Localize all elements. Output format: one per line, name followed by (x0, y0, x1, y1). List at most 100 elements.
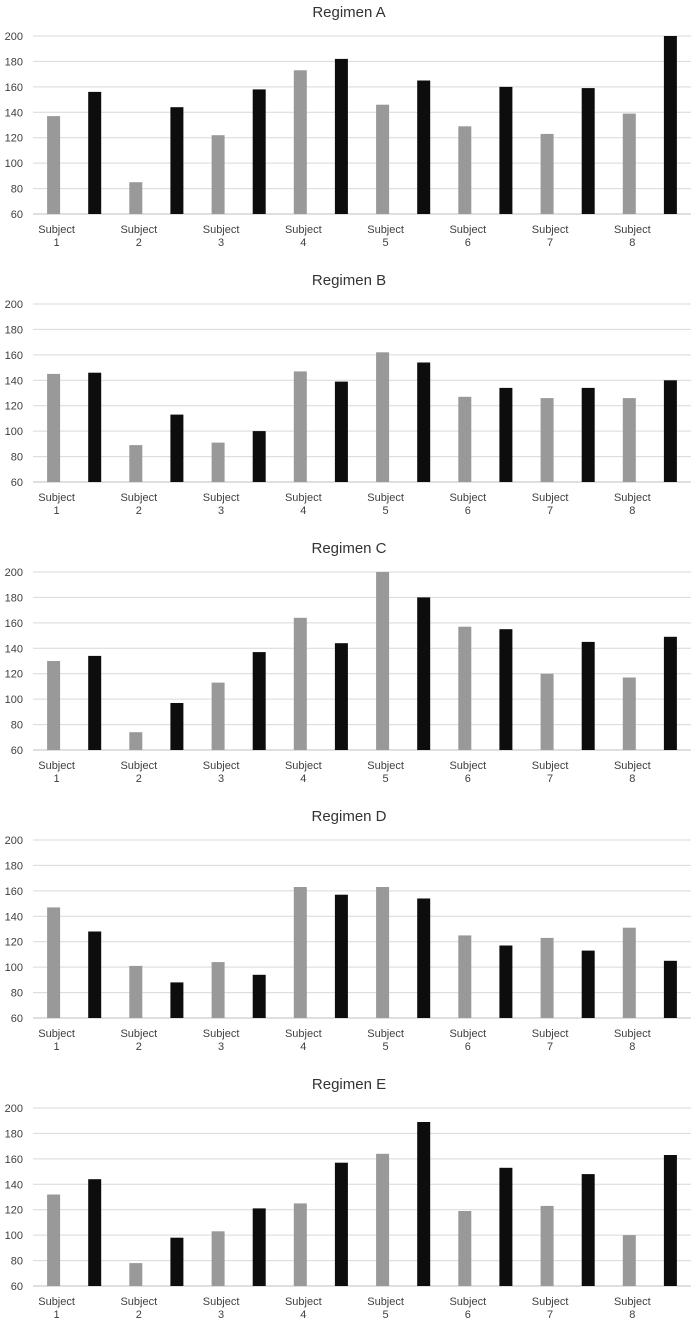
black-bar-subject-1 (88, 655, 102, 750)
chart-title: Regimen D (311, 808, 386, 825)
gray-bar-subject-3 (211, 682, 225, 750)
gray-bar-subject-6 (458, 935, 472, 1018)
gray-bar-subject-4 (293, 70, 307, 214)
black-bar-subject-4 (334, 643, 348, 750)
x-tick-label: Subject 3 (203, 1028, 240, 1053)
black-bar-subject-1 (88, 372, 102, 482)
gray-bar-subject-6 (458, 126, 472, 214)
x-tick-label: Subject 3 (203, 760, 240, 785)
x-tick-label: Subject 7 (532, 224, 569, 249)
chart-title: Regimen B (312, 272, 386, 289)
x-tick-label: Subject 2 (120, 492, 157, 517)
gray-bar-subject-3 (211, 135, 225, 214)
gray-bar-subject-1 (47, 116, 61, 214)
gray-bar-subject-1 (47, 373, 61, 482)
x-tick-label: Subject 8 (614, 224, 651, 249)
black-bar-subject-8 (663, 636, 677, 750)
gray-bar-subject-6 (458, 626, 472, 750)
y-tick-label: 180 (5, 324, 23, 336)
x-tick-label: Subject 4 (285, 224, 322, 249)
x-tick-label: Subject 2 (120, 760, 157, 785)
y-tick-label: 200 (5, 1103, 23, 1115)
y-tick-label: 120 (5, 401, 23, 413)
x-tick-label: Subject 4 (285, 1296, 322, 1321)
black-bar-subject-5 (417, 80, 431, 214)
black-bar-subject-6 (499, 945, 513, 1018)
x-tick-label: Subject 6 (449, 1296, 486, 1321)
gray-bar-subject-8 (622, 113, 636, 214)
x-tick-label: Subject 7 (532, 492, 569, 517)
gray-bar-subject-4 (293, 371, 307, 482)
x-tick-label: Subject 6 (449, 1028, 486, 1053)
gray-bar-subject-4 (293, 617, 307, 750)
black-bar-subject-6 (499, 1167, 513, 1286)
gray-bar-subject-7 (540, 673, 554, 750)
gray-bar-subject-6 (458, 396, 472, 482)
black-bar-subject-7 (581, 950, 595, 1018)
y-tick-label: 160 (5, 886, 23, 898)
chart-svg-3: Regimen C 60 80 100 120 140 160 180 200 Subject 1 S… (5, 540, 691, 785)
x-tick-label: Subject 2 (120, 224, 157, 249)
gray-bar-subject-2 (129, 445, 143, 482)
black-bar-subject-6 (499, 86, 513, 214)
x-tick-label: Subject 6 (449, 224, 486, 249)
gray-bar-subject-7 (540, 1205, 554, 1286)
black-bar-subject-6 (499, 387, 513, 482)
chart-svg-4: Regimen D 60 80 100 120 140 160 180 200 Subject 1 S… (5, 808, 691, 1053)
y-tick-label: 100 (5, 1230, 23, 1242)
y-tick-label: 80 (11, 720, 23, 732)
black-bar-subject-7 (581, 641, 595, 750)
black-bar-subject-4 (334, 894, 348, 1018)
x-tick-label: Subject 4 (285, 492, 322, 517)
x-tick-label: Subject 5 (367, 1296, 404, 1321)
black-bar-subject-7 (581, 387, 595, 482)
chart-panel-1: Regimen A 60 80 100 120 140 160 180 200 Subject 1 S… (0, 0, 698, 268)
x-tick-label: Subject 5 (367, 492, 404, 517)
x-tick-label: Subject 1 (38, 224, 75, 249)
black-bar-subject-5 (417, 898, 431, 1018)
black-bar-subject-5 (417, 362, 431, 482)
gray-bar-subject-5 (376, 1153, 390, 1286)
y-tick-label: 180 (5, 1128, 23, 1140)
y-tick-label: 120 (5, 669, 23, 681)
gray-bar-subject-2 (129, 1263, 143, 1286)
black-bar-subject-7 (581, 88, 595, 214)
x-tick-label: Subject 7 (532, 1028, 569, 1053)
black-bar-subject-3 (252, 974, 266, 1018)
black-bar-subject-4 (334, 58, 348, 215)
y-tick-label: 60 (11, 745, 23, 757)
gray-bar-subject-4 (293, 1203, 307, 1286)
gray-bar-subject-8 (622, 398, 636, 482)
y-tick-label: 80 (11, 1256, 23, 1268)
gray-bar-subject-1 (47, 661, 61, 750)
y-tick-label: 200 (5, 835, 23, 847)
x-tick-label: Subject 7 (532, 1296, 569, 1321)
black-bar-subject-4 (334, 381, 348, 482)
gray-bar-subject-1 (47, 907, 61, 1018)
gray-bar-subject-8 (622, 927, 636, 1018)
chart-panel-2: Regimen B 60 80 100 120 140 160 180 200 Subject 1 S… (0, 268, 698, 536)
chart-svg-5: Regimen E 60 80 100 120 140 160 180 200 Subject 1 S… (5, 1076, 691, 1321)
y-tick-label: 180 (5, 56, 23, 68)
x-tick-label: Subject 4 (285, 760, 322, 785)
black-bar-subject-3 (252, 431, 266, 482)
x-tick-label: Subject 3 (203, 492, 240, 517)
y-tick-label: 60 (11, 477, 23, 489)
gray-bar-subject-7 (540, 398, 554, 482)
black-bar-subject-1 (88, 931, 102, 1018)
gray-bar-subject-4 (293, 887, 307, 1018)
black-bar-subject-5 (417, 597, 431, 750)
gray-bar-subject-5 (376, 887, 390, 1018)
chart-title: Regimen C (311, 540, 386, 557)
gray-bar-subject-3 (211, 1231, 225, 1286)
chart-panel-5: Regimen E 60 80 100 120 140 160 180 200 Subject 1 S… (0, 1072, 698, 1340)
chart-title: Regimen A (312, 4, 385, 21)
y-tick-label: 140 (5, 107, 23, 119)
gray-bar-subject-2 (129, 732, 143, 750)
x-tick-label: Subject 1 (38, 492, 75, 517)
y-tick-label: 100 (5, 426, 23, 438)
x-tick-label: Subject 2 (120, 1296, 157, 1321)
black-bar-subject-5 (417, 1122, 431, 1286)
gray-bar-subject-8 (622, 677, 636, 750)
